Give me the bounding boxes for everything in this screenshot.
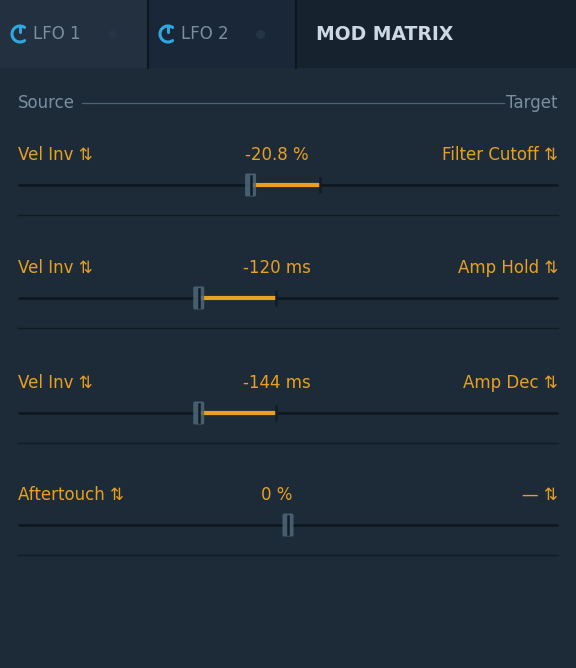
Text: Filter Cutoff ⇅: Filter Cutoff ⇅ <box>442 146 558 164</box>
Text: Aftertouch ⇅: Aftertouch ⇅ <box>18 486 124 504</box>
Text: — ⇅: — ⇅ <box>522 486 558 504</box>
FancyBboxPatch shape <box>282 514 294 536</box>
Text: Target: Target <box>506 94 558 112</box>
Text: LFO 2: LFO 2 <box>181 25 229 43</box>
Text: Source: Source <box>18 94 75 112</box>
Text: LFO 1: LFO 1 <box>33 25 81 43</box>
Text: -144 ms: -144 ms <box>242 374 310 392</box>
Bar <box>0 0 576 68</box>
Text: Amp Dec ⇅: Amp Dec ⇅ <box>463 374 558 392</box>
FancyBboxPatch shape <box>245 174 256 196</box>
Text: Vel Inv ⇅: Vel Inv ⇅ <box>18 146 93 164</box>
Bar <box>148 0 296 68</box>
FancyBboxPatch shape <box>193 401 204 424</box>
Text: -120 ms: -120 ms <box>242 259 310 277</box>
Text: MOD MATRIX: MOD MATRIX <box>316 25 453 43</box>
Text: Vel Inv ⇅: Vel Inv ⇅ <box>18 374 93 392</box>
Text: -20.8 %: -20.8 % <box>245 146 308 164</box>
Text: Amp Hold ⇅: Amp Hold ⇅ <box>458 259 558 277</box>
Text: Vel Inv ⇅: Vel Inv ⇅ <box>18 259 93 277</box>
FancyBboxPatch shape <box>193 287 204 309</box>
Bar <box>0 0 148 68</box>
Text: 0 %: 0 % <box>261 486 292 504</box>
